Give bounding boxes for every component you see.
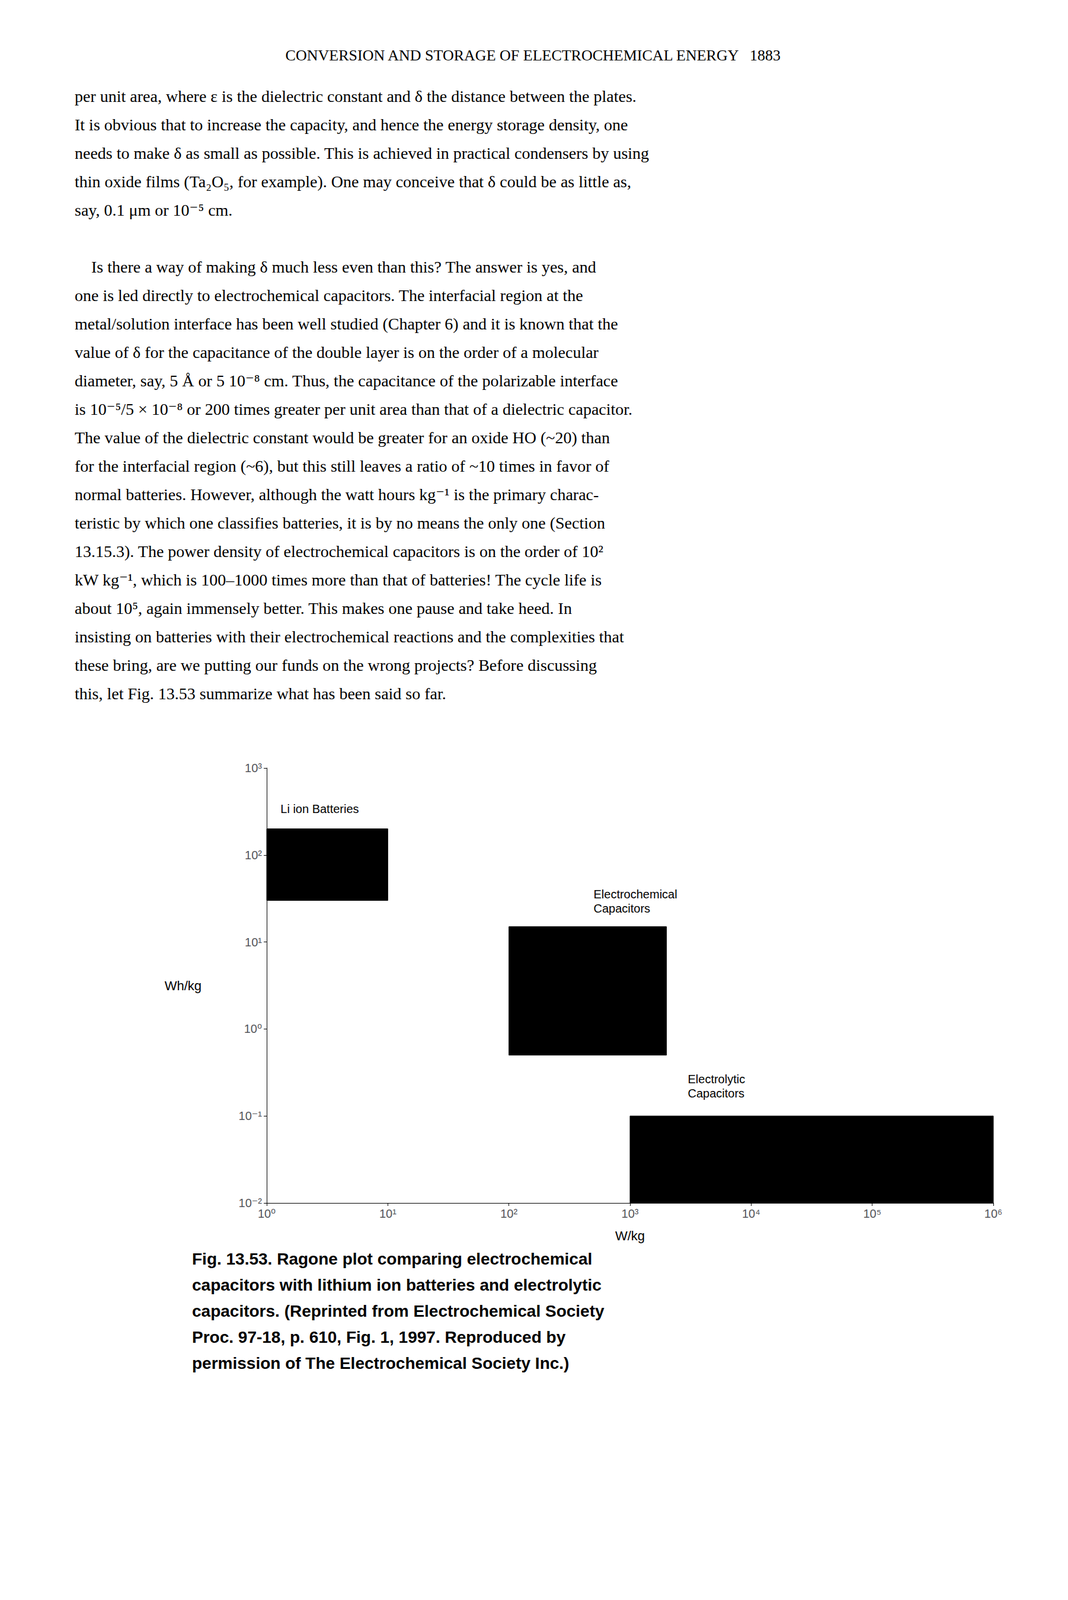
svg-text:metal/solution interface has b: metal/solution interface has been well s… [74, 314, 619, 334]
svg-text:permission of The Electrochemi: permission of The Electrochemical Societ… [192, 1354, 569, 1373]
svg-text:10⁻²: 10⁻² [238, 1196, 262, 1210]
svg-text:say, 0.1 μm or 10⁻⁵ cm.: say, 0.1 μm or 10⁻⁵ cm. [74, 200, 233, 220]
svg-text:10⁰: 10⁰ [257, 1207, 276, 1221]
svg-text:insisting on batteries with th: insisting on batteries with their electr… [74, 627, 625, 647]
svg-text:The value of the dielectric co: The value of the dielectric constant wou… [74, 428, 610, 447]
svg-text:10⁶: 10⁶ [984, 1207, 1003, 1221]
svg-text:these bring, are we putting ou: these bring, are we putting our funds on… [74, 656, 597, 675]
svg-text:capacitors. (Reprinted from El: capacitors. (Reprinted from Electrochemi… [192, 1302, 605, 1321]
svg-text:10⁵: 10⁵ [862, 1207, 882, 1221]
svg-text:13.15.3). The power density of: 13.15.3). The power density of electroch… [74, 542, 604, 561]
svg-text:Electrochemical: Electrochemical [593, 887, 677, 901]
svg-text:needs to make δ as small as po: needs to make δ as small as possible. Th… [74, 144, 649, 163]
svg-text:CONVERSION AND STORAGE OF ELEC: CONVERSION AND STORAGE OF ELECTROCHEMICA… [285, 46, 781, 65]
svg-text:10¹: 10¹ [379, 1207, 397, 1221]
svg-text:this, let Fig. 13.53 summarize: this, let Fig. 13.53 summarize what has … [74, 684, 447, 703]
svg-text:about 10⁵, again immensely bet: about 10⁵, again immensely better. This … [74, 599, 572, 618]
svg-text:10²: 10² [500, 1207, 518, 1221]
svg-text:Electrolytic: Electrolytic [687, 1072, 745, 1086]
svg-text:value of δ for the capacitance: value of δ for the capacitance of the do… [74, 343, 600, 362]
svg-text:10¹: 10¹ [244, 935, 262, 949]
svg-text:Capacitors: Capacitors [687, 1086, 745, 1101]
svg-text:10⁰: 10⁰ [244, 1022, 262, 1036]
svg-text:W/kg: W/kg [615, 1228, 645, 1244]
svg-text:Li ion Batteries: Li ion Batteries [280, 802, 359, 816]
svg-text:10³: 10³ [621, 1207, 639, 1221]
svg-text:Wh/kg: Wh/kg [164, 978, 202, 994]
svg-text:teristic by which one classifi: teristic by which one classifies batteri… [74, 513, 606, 533]
svg-text:10²: 10² [244, 848, 262, 862]
svg-text:per unit area, where ε is the: per unit area, where ε is the dielectric… [74, 87, 637, 106]
svg-text:thin oxide films (Ta₂O₅, for e: thin oxide films (Ta₂O₅, for example). O… [74, 172, 632, 191]
svg-text:10⁻¹: 10⁻¹ [238, 1109, 263, 1123]
svg-text:10⁴: 10⁴ [742, 1207, 761, 1221]
svg-text:normal batteries. However, alt: normal batteries. However, although the … [74, 485, 599, 504]
svg-text:kW kg⁻¹, which is 100–1000 tim: kW kg⁻¹, which is 100–1000 times more th… [74, 570, 602, 590]
svg-text:one is led directly to electro: one is led directly to electrochemical c… [74, 286, 584, 305]
svg-text:10³: 10³ [244, 761, 262, 775]
svg-text:for the interfacial region (~6: for the interfacial region (~6), but thi… [74, 456, 610, 476]
svg-text:is 10⁻⁵/5 × 10⁻⁸ or 200 times: is 10⁻⁵/5 × 10⁻⁸ or 200 times greater pe… [74, 400, 633, 419]
svg-text:capacitors with lithium ion ba: capacitors with lithium ion batteries an… [192, 1276, 602, 1295]
svg-text:It is obvious that to increase: It is obvious that to increase the capac… [74, 115, 629, 134]
svg-text:Is there a way of making δ muc: Is there a way of making δ much less eve… [74, 257, 597, 277]
svg-text:Capacitors: Capacitors [593, 902, 651, 916]
svg-text:Fig. 13.53. Ragone plot compar: Fig. 13.53. Ragone plot comparing electr… [192, 1249, 593, 1269]
svg-text:diameter, say, 5 Å or 5 10⁻⁸ c: diameter, say, 5 Å or 5 10⁻⁸ cm. Thus, t… [74, 371, 619, 390]
svg-text:Proc. 97-18, p. 610, Fig. 1, 1: Proc. 97-18, p. 610, Fig. 1, 1997. Repro… [192, 1328, 567, 1347]
